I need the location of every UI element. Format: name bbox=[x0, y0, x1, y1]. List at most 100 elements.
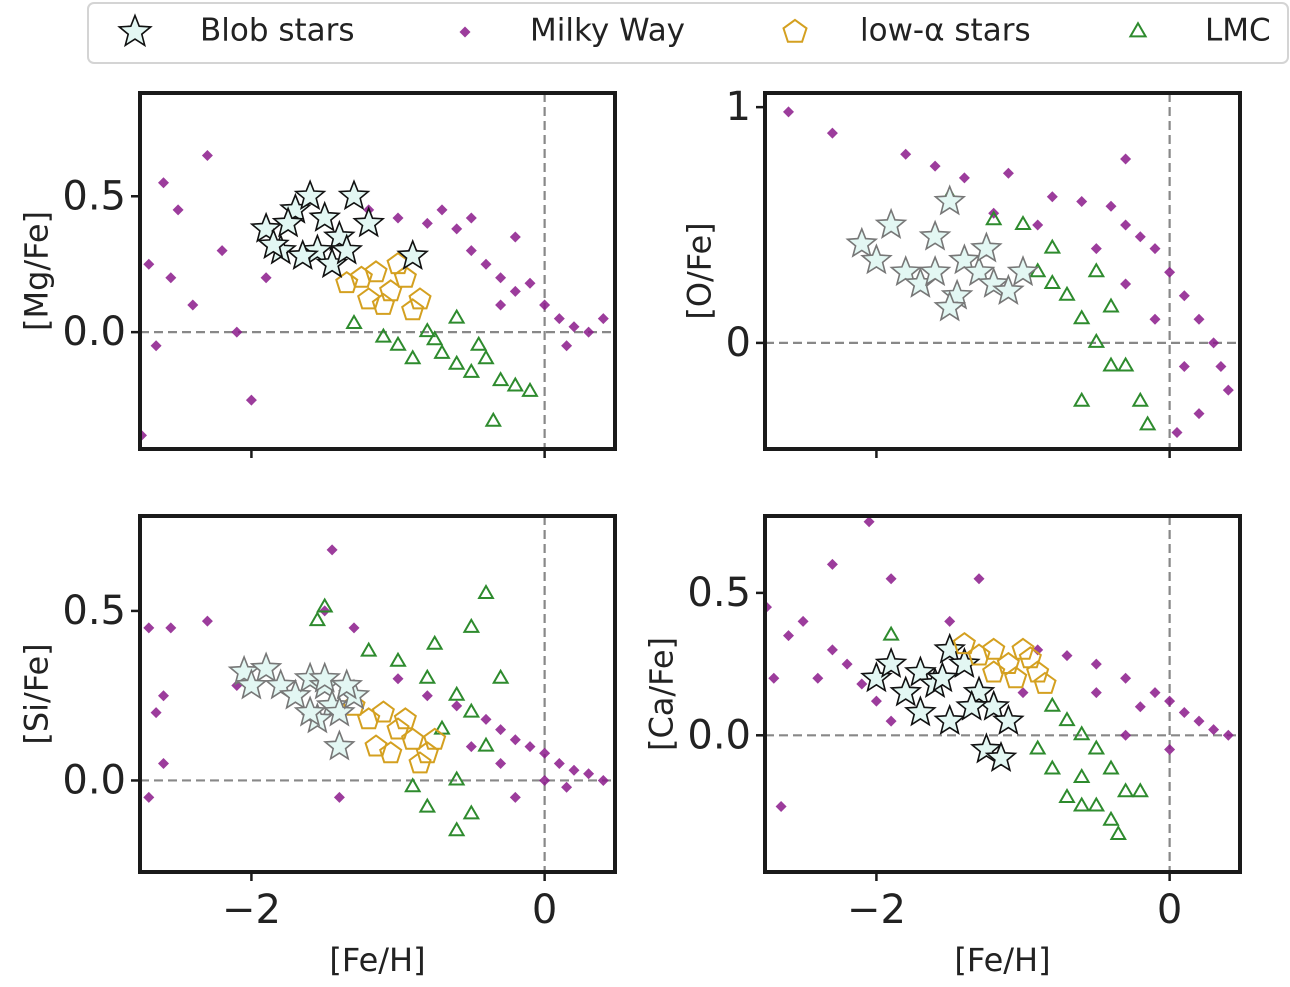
point bbox=[143, 791, 155, 803]
point bbox=[1006, 255, 1040, 287]
point bbox=[389, 651, 407, 667]
point bbox=[553, 313, 565, 325]
point bbox=[970, 231, 1003, 263]
point bbox=[1087, 796, 1106, 812]
point bbox=[451, 700, 463, 712]
point bbox=[1102, 297, 1120, 313]
point bbox=[323, 729, 356, 761]
legend-box bbox=[87, 2, 1289, 64]
point bbox=[597, 313, 609, 325]
point bbox=[509, 231, 521, 243]
point bbox=[885, 573, 897, 585]
point bbox=[187, 299, 199, 311]
point bbox=[465, 212, 477, 224]
point bbox=[260, 272, 272, 284]
point bbox=[1120, 672, 1132, 684]
y-tick-label: 0.5 bbox=[62, 588, 126, 634]
point bbox=[231, 326, 243, 338]
y-axis-label: [Mg/Fe] bbox=[17, 211, 55, 331]
legend-label: low-α stars bbox=[860, 13, 1031, 49]
point bbox=[1087, 332, 1106, 348]
point bbox=[863, 516, 875, 528]
point bbox=[418, 797, 437, 813]
point bbox=[379, 741, 403, 764]
point bbox=[509, 285, 521, 297]
point bbox=[150, 707, 162, 719]
point bbox=[944, 615, 956, 627]
point bbox=[948, 646, 981, 678]
point bbox=[1058, 285, 1076, 301]
point bbox=[165, 622, 177, 634]
point bbox=[1102, 759, 1120, 775]
point bbox=[401, 727, 425, 750]
plot-area bbox=[765, 516, 1240, 872]
point bbox=[271, 206, 305, 238]
point bbox=[1072, 309, 1091, 325]
point bbox=[249, 211, 283, 243]
point bbox=[1090, 687, 1102, 699]
point bbox=[1171, 427, 1183, 438]
point bbox=[392, 212, 404, 224]
plot-area bbox=[140, 516, 615, 872]
axes-frame bbox=[763, 91, 1242, 451]
point bbox=[1116, 356, 1135, 372]
point bbox=[330, 233, 364, 265]
point bbox=[1120, 153, 1132, 165]
point bbox=[597, 775, 609, 786]
point bbox=[245, 394, 257, 406]
point bbox=[433, 343, 451, 359]
point bbox=[1018, 646, 1042, 669]
point bbox=[462, 702, 481, 718]
point bbox=[1058, 711, 1076, 727]
point bbox=[404, 777, 422, 793]
point bbox=[389, 335, 407, 351]
y-tick-label: 0.5 bbox=[62, 173, 126, 219]
point bbox=[447, 354, 466, 370]
point bbox=[235, 668, 268, 700]
axes-frame bbox=[138, 91, 617, 451]
point bbox=[539, 775, 551, 786]
point bbox=[1017, 687, 1029, 699]
point bbox=[1164, 744, 1176, 755]
point bbox=[286, 238, 320, 270]
point bbox=[462, 362, 481, 378]
point bbox=[1087, 739, 1106, 755]
point bbox=[929, 160, 941, 172]
point bbox=[1046, 191, 1058, 203]
x-tick-label: 0 bbox=[532, 887, 557, 933]
point bbox=[484, 411, 502, 427]
point bbox=[1090, 658, 1102, 670]
point bbox=[1178, 707, 1190, 718]
point bbox=[249, 651, 283, 683]
point bbox=[374, 327, 393, 343]
point bbox=[462, 617, 481, 633]
point bbox=[326, 544, 338, 556]
point bbox=[371, 292, 395, 315]
point bbox=[1178, 361, 1190, 372]
point bbox=[568, 764, 580, 776]
point bbox=[882, 625, 900, 641]
point bbox=[333, 791, 345, 803]
point bbox=[480, 258, 492, 270]
point bbox=[506, 376, 524, 392]
point bbox=[1131, 391, 1149, 407]
point bbox=[826, 558, 838, 570]
point bbox=[561, 781, 573, 793]
point bbox=[423, 727, 447, 750]
point bbox=[539, 299, 551, 311]
point bbox=[360, 641, 378, 657]
point bbox=[1149, 313, 1161, 325]
point bbox=[143, 258, 155, 270]
point bbox=[900, 148, 912, 160]
point bbox=[465, 245, 477, 257]
point bbox=[826, 644, 838, 656]
point bbox=[330, 668, 364, 700]
point bbox=[447, 770, 466, 786]
y-axis-label: [O/Fe] bbox=[681, 222, 719, 319]
y-tick-label: 0.0 bbox=[62, 757, 126, 803]
point bbox=[841, 658, 853, 670]
point bbox=[1120, 219, 1132, 231]
point bbox=[337, 179, 371, 211]
point bbox=[323, 695, 356, 727]
point bbox=[1076, 196, 1088, 207]
